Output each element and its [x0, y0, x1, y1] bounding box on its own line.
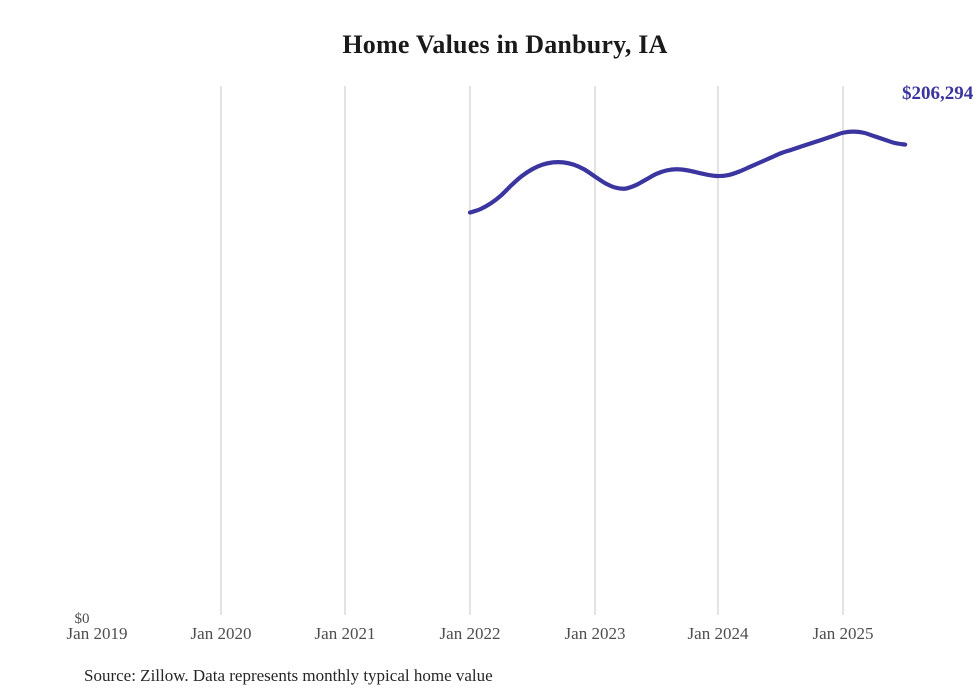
x-tick-label-jan-2025: Jan 2025	[812, 624, 874, 643]
source-note: Source: Zillow. Data represents monthly …	[84, 666, 493, 685]
x-tick-label-jan-2022: Jan 2022	[439, 624, 501, 643]
page-title: Home Values in Danbury, IA	[342, 30, 668, 59]
series-end-value-label: $206,294	[902, 83, 974, 104]
series-line-typical-home-value	[467, 129, 908, 215]
x-tick-label-jan-2019: Jan 2019	[66, 624, 128, 643]
y-tick-label-zero: $0	[74, 611, 90, 627]
x-tick-label-jan-2021: Jan 2021	[314, 624, 376, 643]
x-tick-label-jan-2023: Jan 2023	[564, 624, 626, 643]
x-tick-label-jan-2020: Jan 2020	[190, 624, 252, 643]
x-tick-label-jan-2024: Jan 2024	[687, 624, 749, 643]
